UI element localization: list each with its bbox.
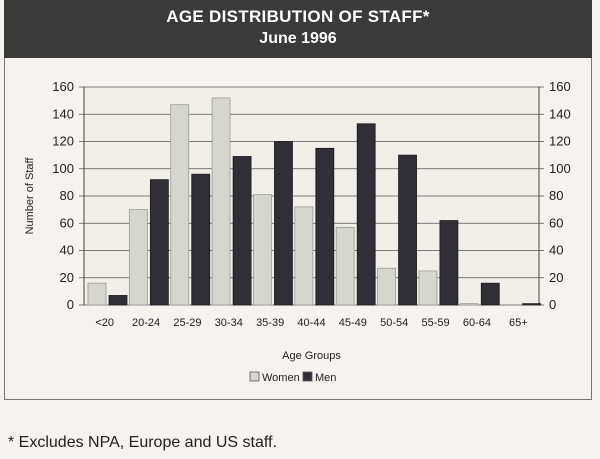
y-tick-label-left: 20 [60,270,74,285]
bar-men-8 [439,220,459,306]
bar-men-4 [274,141,293,306]
y-tick-label-right: 0 [549,297,556,312]
x-tick-label: 35-39 [256,317,284,329]
y-tick-label-left: 40 [60,243,74,258]
y-tick-label-left: 100 [52,161,74,176]
bar-men-6 [356,123,376,306]
bar-women-1 [128,209,148,306]
bar-women-4 [253,194,272,306]
bar-women-9 [459,303,479,306]
footnote: * Excludes NPA, Europe and US staff. [8,434,277,451]
bar-women-6 [335,226,355,306]
y-tick-label-right: 40 [549,243,563,258]
bar-men-9 [480,282,500,306]
bar-women-7 [377,267,396,306]
x-tick-label: 65+ [509,317,528,329]
y-tick-label-right: 20 [549,270,563,285]
bar-men-3 [232,156,252,306]
x-tick-label: 55-59 [422,317,450,329]
x-tick-label: 50-54 [380,317,408,329]
y-tick-label-left: 140 [52,106,74,121]
x-tick-label: 45-49 [339,317,367,329]
y-tick-label-left: 60 [60,215,74,230]
bar-men-7 [398,154,417,306]
bar-men-1 [149,179,169,306]
bar-men-5 [315,147,335,306]
y-tick-label-left: 0 [67,297,74,312]
x-tick-label: 60-64 [463,317,491,329]
y-tick-label-left: 160 [52,79,74,94]
y-tick-label-left: 80 [60,188,74,203]
chart-title: AGE DISTRIBUTION OF STAFF* [166,7,430,26]
bar-women-0 [87,282,107,306]
y-tick-label-right: 160 [549,79,571,94]
chart-subtitle: June 1996 [259,30,337,47]
legend-swatch-women [249,371,260,382]
y-tick-label-left: 120 [52,134,74,149]
bar-women-2 [170,104,190,306]
x-axis-label: Age Groups [282,350,341,362]
x-tick-label: 20-24 [132,317,160,329]
y-tick-label-right: 120 [549,134,571,149]
legend-swatch-men [302,371,313,382]
y-tick-label-right: 60 [549,215,563,230]
y-tick-label-right: 100 [549,161,571,176]
y-tick-label-right: 80 [549,188,563,203]
bar-men-10 [522,303,542,306]
x-tick-label: <20 [95,317,114,329]
legend-label-men: Men [315,372,336,384]
legend-label-women: Women [262,372,300,384]
x-tick-label: 25-29 [173,317,201,329]
bar-women-5 [294,206,314,306]
x-tick-label: 40-44 [297,317,325,329]
bar-women-8 [418,270,438,306]
y-axis-label: Number of Staff [24,157,36,235]
bar-men-2 [191,173,211,306]
y-tick-label-right: 140 [549,106,571,121]
x-tick-label: 30-34 [215,317,243,329]
bar-men-0 [108,295,128,306]
bar-women-3 [211,97,231,306]
chart-title-bar: AGE DISTRIBUTION OF STAFF* June 1996 [4,0,592,58]
